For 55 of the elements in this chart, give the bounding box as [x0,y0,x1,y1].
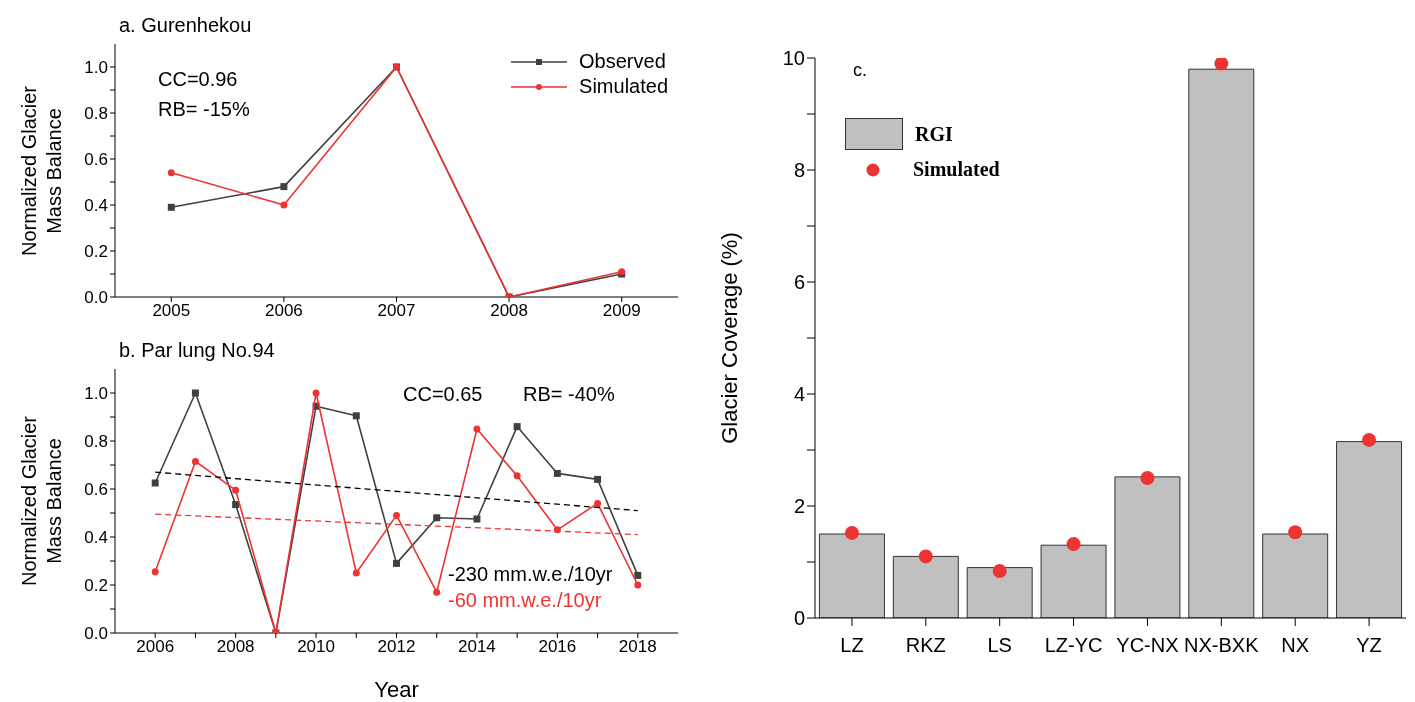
x-tick-label: LS [987,634,1012,657]
annotation: -230 mm.w.e./10yr [448,563,613,586]
y-tick-label: 1.0 [84,384,108,404]
x-tick-label: YZ [1356,634,1382,657]
annotation: CC=0.96 [158,68,238,91]
y-axis-title: Glacier Coverage (%) [717,231,743,446]
annotation: -60 mm.w.e./10yr [448,589,602,612]
legend-label: Simulated [913,158,1000,181]
x-tick-label: 2005 [152,301,191,321]
annotation: CC=0.65 [403,383,483,406]
chart-title: c. [853,60,868,81]
x-tick-label: 2012 [377,637,416,657]
x-tick-label: 2016 [538,637,577,657]
x-tick-label: LZ-YC [1044,634,1103,657]
annotation: RB= -15% [158,98,250,121]
y-axis-title: Normalized Glacier Mass Balance [17,414,66,589]
y-tick-label: 10 [782,47,805,70]
y-tick-label: 4 [793,383,805,406]
chart-title: a. Gurenhekou [119,14,252,37]
x-tick-label: NX [1281,634,1310,657]
x-tick-label: 2009 [602,301,641,321]
y-tick-label: 8 [793,159,805,182]
y-tick-label: 0.0 [84,288,108,308]
x-tick-label: LZ [840,634,864,657]
x-axis-title: Year [374,677,419,702]
x-tick-label: YC-NX [1116,634,1179,657]
y-tick-label: 6 [793,271,805,294]
chart-title: b. Par lung No.94 [119,339,275,362]
y-tick-label: 0 [793,607,805,630]
y-tick-label: 0.6 [84,150,108,170]
x-tick-label: 2018 [618,637,657,657]
y-tick-label: 1.0 [84,58,108,78]
y-tick-label: 0.2 [84,242,108,262]
legend-label: RGI [915,122,953,146]
x-tick-label: 2006 [264,301,303,321]
y-tick-label: 0.2 [84,576,108,596]
y-tick-label: 0.4 [84,528,108,548]
y-tick-label: 2 [793,495,805,518]
x-tick-label: 2007 [377,301,416,321]
x-tick-label: RKZ [905,634,946,657]
y-tick-label: 0.4 [84,196,108,216]
x-tick-label: NX-BXK [1184,634,1260,657]
y-axis-title: Normalized Glacier Mass Balance [17,84,66,258]
x-tick-label: 2008 [490,301,529,321]
x-tick-label: 2014 [458,637,496,657]
x-tick-label: 2006 [136,637,175,657]
y-tick-label: 0.0 [84,624,108,644]
y-tick-label: 0.8 [84,104,108,124]
annotation: RB= -40% [523,383,615,406]
x-tick-label: 2008 [216,637,255,657]
y-tick-label: 0.6 [84,480,108,500]
x-tick-label: 2010 [297,637,335,657]
y-tick-label: 0.8 [84,432,108,452]
legend-label: Observed [579,50,666,73]
legend-label: Simulated [579,75,668,98]
